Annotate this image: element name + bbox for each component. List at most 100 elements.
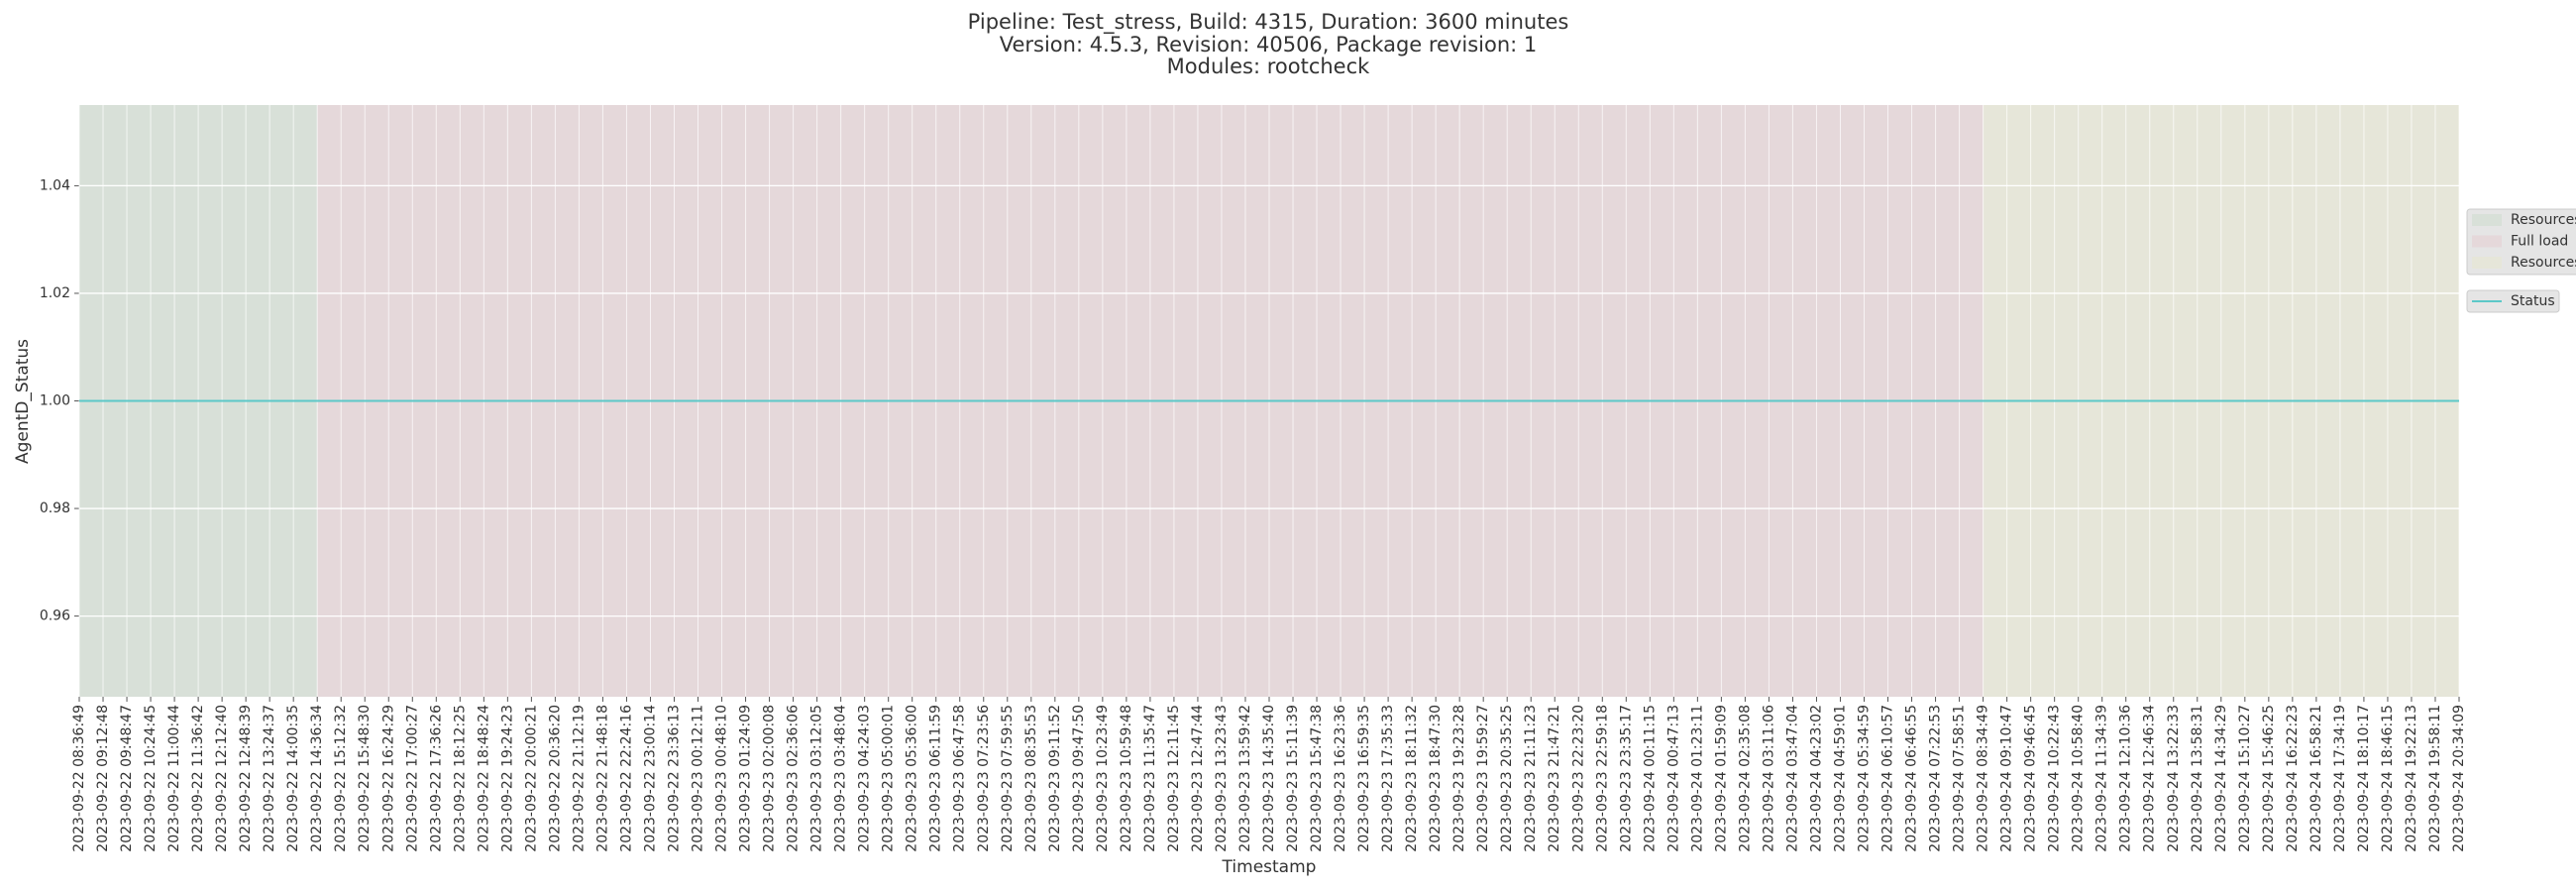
x-tick-label: 2023-09-24 13:22:33 — [2166, 705, 2182, 852]
x-tick-label: 2023-09-22 21:48:18 — [594, 705, 610, 852]
x-tick-label: 2023-09-24 10:22:43 — [2047, 705, 2063, 852]
x-tick-label: 2023-09-23 01:24:09 — [738, 705, 754, 852]
x-tick-label: 2023-09-23 13:23:43 — [1214, 705, 1230, 852]
x-tick-label: 2023-09-24 10:58:40 — [2071, 705, 2087, 852]
x-tick-label: 2023-09-24 17:34:19 — [2332, 705, 2348, 852]
x-tick-label: 2023-09-24 19:22:13 — [2404, 705, 2419, 852]
x-tick-label: 2023-09-24 14:34:29 — [2213, 705, 2229, 852]
x-tick-label: 2023-09-24 15:10:27 — [2237, 705, 2253, 852]
y-tick-label: 1.00 — [40, 393, 70, 409]
y-tick-label: 1.02 — [40, 285, 70, 301]
x-tick-label: 2023-09-24 07:58:51 — [1952, 705, 1968, 852]
x-tick-label: 2023-09-24 13:58:31 — [2190, 705, 2205, 852]
x-tick-label: 2023-09-24 04:59:01 — [1832, 705, 1848, 852]
legend-swatch — [2472, 214, 2502, 226]
x-tick-label: 2023-09-24 09:46:45 — [2023, 705, 2039, 852]
x-tick-label: 2023-09-24 18:10:17 — [2356, 705, 2372, 852]
x-tick-label: 2023-09-22 23:00:14 — [642, 705, 658, 852]
x-tick-label: 2023-09-24 15:46:25 — [2261, 705, 2277, 852]
x-tick-label: 2023-09-23 19:59:27 — [1475, 705, 1491, 852]
x-tick-label: 2023-09-24 11:34:39 — [2094, 705, 2110, 852]
x-tick-label: 2023-09-23 00:48:10 — [714, 705, 730, 852]
x-tick-label: 2023-09-23 12:11:45 — [1166, 705, 1182, 852]
x-tick-label: 2023-09-24 18:46:15 — [2380, 705, 2396, 852]
x-tick-label: 2023-09-24 06:46:55 — [1904, 705, 1920, 852]
x-tick-label: 2023-09-24 03:47:04 — [1784, 705, 1800, 852]
x-tick-label: 2023-09-22 08:36:49 — [71, 705, 87, 852]
x-tick-label: 2023-09-24 01:23:11 — [1689, 705, 1705, 852]
x-tick-label: 2023-09-23 06:47:58 — [952, 705, 968, 852]
x-axis-label: Timestamp — [1222, 857, 1317, 877]
x-tick-label: 2023-09-23 09:47:50 — [1071, 705, 1087, 852]
x-tick-label: 2023-09-22 15:48:30 — [357, 705, 373, 852]
y-tick-label: 0.98 — [40, 501, 70, 516]
chart-title: Version: 4.5.3, Revision: 40506, Package… — [1000, 33, 1538, 56]
x-tick-label: 2023-09-24 02:35:08 — [1737, 705, 1753, 852]
legend-swatch — [2472, 235, 2502, 248]
x-tick-label: 2023-09-23 03:12:05 — [809, 705, 825, 852]
x-tick-label: 2023-09-23 22:23:20 — [1570, 705, 1586, 852]
x-tick-label: 2023-09-23 08:35:53 — [1023, 705, 1039, 852]
x-tick-label: 2023-09-24 00:47:13 — [1665, 705, 1681, 852]
x-tick-label: 2023-09-23 16:23:36 — [1333, 705, 1348, 852]
x-tick-label: 2023-09-24 20:34:09 — [2451, 705, 2467, 852]
x-tick-label: 2023-09-23 21:11:23 — [1523, 705, 1539, 852]
x-tick-label: 2023-09-23 23:35:17 — [1618, 705, 1634, 852]
x-tick-label: 2023-09-22 18:12:25 — [452, 705, 468, 852]
x-tick-label: 2023-09-22 22:24:16 — [618, 705, 634, 852]
x-tick-label: 2023-09-22 14:00:35 — [285, 705, 301, 852]
x-tick-label: 2023-09-22 20:36:20 — [547, 705, 563, 852]
x-tick-label: 2023-09-23 00:12:11 — [691, 705, 706, 852]
x-tick-label: 2023-09-22 12:48:39 — [238, 705, 254, 852]
x-tick-label: 2023-09-23 02:36:06 — [786, 705, 802, 852]
x-tick-label: 2023-09-24 06:10:57 — [1880, 705, 1896, 852]
x-tick-label: 2023-09-23 14:35:40 — [1261, 705, 1277, 852]
x-tick-label: 2023-09-22 16:24:29 — [380, 705, 396, 852]
x-tick-label: 2023-09-23 19:23:28 — [1451, 705, 1467, 852]
x-tick-label: 2023-09-24 04:23:02 — [1808, 705, 1824, 852]
x-tick-label: 2023-09-22 15:12:32 — [333, 705, 349, 852]
y-axis-label: AgentD_Status — [13, 339, 33, 464]
x-tick-label: 2023-09-23 18:11:32 — [1404, 705, 1420, 852]
x-tick-label: 2023-09-24 07:22:53 — [1928, 705, 1944, 852]
x-tick-label: 2023-09-24 19:58:11 — [2427, 705, 2443, 852]
chart-title: Modules: rootcheck — [1167, 55, 1370, 78]
x-tick-label: 2023-09-23 03:48:04 — [833, 705, 849, 852]
x-tick-label: 2023-09-22 23:36:13 — [667, 705, 683, 852]
x-tick-label: 2023-09-22 18:48:24 — [476, 705, 491, 852]
x-tick-label: 2023-09-22 21:12:19 — [571, 705, 587, 852]
legend-box — [2466, 208, 2576, 276]
chart-title: Pipeline: Test_stress, Build: 4315, Dura… — [968, 10, 1569, 35]
x-tick-label: 2023-09-23 11:35:47 — [1142, 705, 1158, 852]
x-tick-label: 2023-09-23 20:35:25 — [1499, 705, 1515, 852]
legend-label: Full load — [2511, 234, 2568, 250]
legend-label: Resources — [2511, 255, 2576, 271]
x-tick-label: 2023-09-24 12:10:36 — [2118, 705, 2134, 852]
x-tick-label: 2023-09-23 07:23:56 — [976, 705, 992, 852]
x-tick-label: 2023-09-23 22:59:18 — [1594, 705, 1610, 852]
x-tick-label: 2023-09-24 00:11:15 — [1642, 705, 1658, 852]
x-tick-label: 2023-09-23 18:47:30 — [1428, 705, 1444, 852]
x-tick-label: 2023-09-22 17:00:27 — [404, 705, 420, 852]
x-tick-label: 2023-09-22 19:24:23 — [499, 705, 515, 852]
x-tick-label: 2023-09-23 04:24:03 — [857, 705, 873, 852]
x-tick-label: 2023-09-22 10:24:45 — [143, 705, 159, 852]
x-tick-label: 2023-09-23 05:36:00 — [905, 705, 920, 852]
x-tick-label: 2023-09-23 12:47:44 — [1190, 705, 1206, 852]
x-tick-label: 2023-09-23 07:59:55 — [1000, 705, 1016, 852]
x-tick-label: 2023-09-23 10:59:48 — [1119, 705, 1134, 852]
x-tick-label: 2023-09-22 17:36:26 — [428, 705, 444, 852]
x-tick-label: 2023-09-23 13:59:42 — [1237, 705, 1253, 852]
x-tick-label: 2023-09-23 06:11:59 — [928, 705, 944, 852]
legend-box — [2466, 289, 2560, 313]
x-tick-label: 2023-09-22 12:12:40 — [214, 705, 230, 852]
x-tick-label: 2023-09-24 05:34:59 — [1857, 705, 1873, 852]
y-tick-label: 1.04 — [40, 177, 70, 193]
x-tick-label: 2023-09-23 16:59:35 — [1356, 705, 1372, 852]
x-tick-label: 2023-09-23 10:23:49 — [1095, 705, 1111, 852]
x-tick-label: 2023-09-22 11:36:42 — [190, 705, 206, 852]
x-tick-label: 2023-09-23 17:35:33 — [1380, 705, 1396, 852]
x-tick-label: 2023-09-24 12:46:34 — [2142, 705, 2158, 852]
legend-swatch — [2472, 257, 2502, 269]
